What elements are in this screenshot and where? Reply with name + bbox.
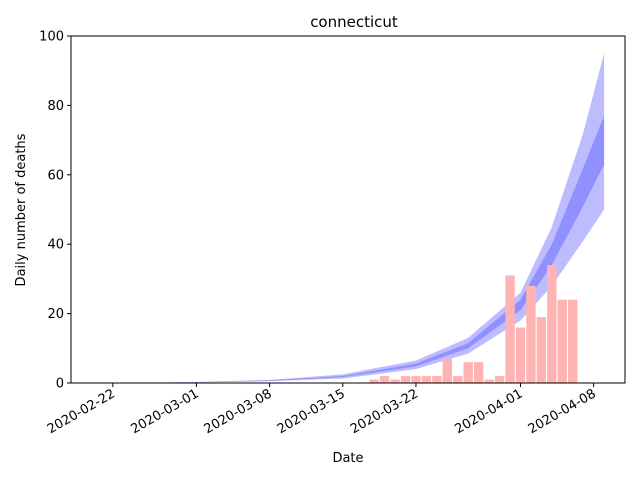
bar — [463, 362, 473, 383]
bar — [411, 376, 421, 383]
bar — [473, 362, 484, 383]
bar — [536, 317, 547, 383]
bar — [484, 379, 494, 383]
bar — [453, 376, 463, 383]
y-tick-label: 0 — [56, 377, 64, 392]
y-tick-label: 80 — [47, 99, 64, 114]
plot-frame — [70, 35, 626, 384]
bar — [515, 327, 526, 383]
bar — [547, 265, 557, 383]
bar — [390, 379, 400, 383]
y-axis-label: Daily number of deaths — [14, 133, 29, 286]
bar — [400, 376, 411, 383]
y-tick-label: 100 — [39, 30, 64, 45]
bar — [557, 299, 567, 383]
bar — [421, 376, 432, 383]
y-tick-label: 60 — [47, 168, 64, 183]
bar — [379, 376, 390, 383]
bar — [526, 285, 536, 383]
observed-bars — [369, 265, 578, 383]
bar — [494, 376, 505, 383]
bar — [505, 275, 515, 383]
y-tick-label: 20 — [47, 307, 64, 322]
bar — [369, 379, 379, 383]
bar — [568, 299, 578, 383]
bar — [442, 358, 453, 383]
bar — [432, 376, 442, 383]
chart-title: connecticut — [310, 13, 398, 31]
x-axis-label: Date — [332, 451, 363, 466]
y-tick-label: 40 — [47, 238, 64, 253]
